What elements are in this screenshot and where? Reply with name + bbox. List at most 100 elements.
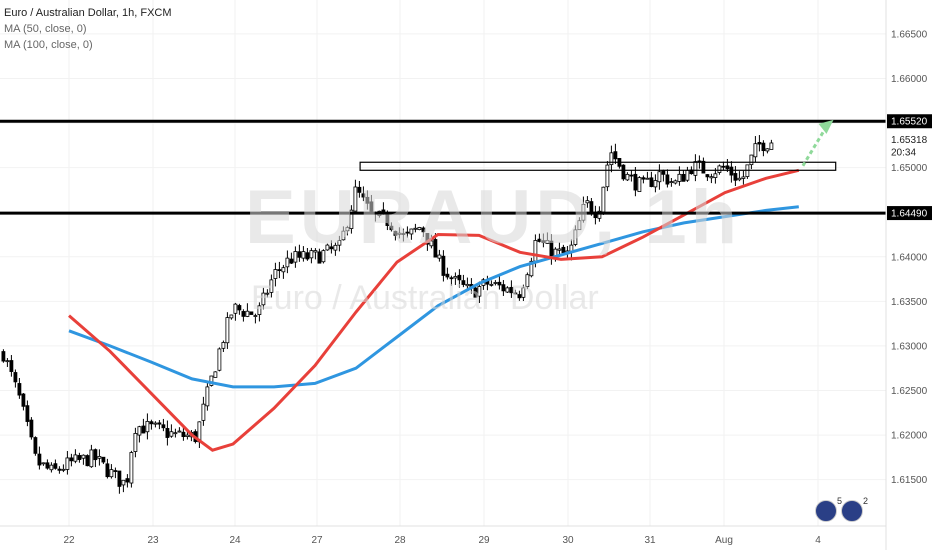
chart-legend: Euro / Australian Dollar, 1h, FXCM MA (5… [4, 5, 172, 53]
candle-body [597, 210, 602, 219]
candle-body [265, 292, 270, 295]
candle-body [409, 228, 414, 235]
candle-body [349, 209, 354, 229]
candle-body [517, 294, 522, 299]
candle-body [301, 251, 306, 259]
legend-ma50[interactable]: MA (50, close, 0) [4, 23, 87, 35]
y-tick-label: 1.66500 [891, 29, 928, 40]
candle-body [573, 229, 578, 245]
candle-body [245, 310, 250, 317]
candle-body [77, 455, 82, 460]
candle-body [289, 258, 294, 264]
candle-body [237, 305, 242, 311]
candle-body [57, 468, 62, 471]
ma-layer [68, 168, 800, 452]
candle-body [221, 342, 226, 349]
event-badge-count: 5 [836, 496, 842, 506]
candle-body [473, 287, 478, 298]
resistance-price-label-bg [887, 114, 932, 129]
candle-body [437, 254, 442, 259]
projection-arrow [801, 124, 829, 167]
grid-layer [0, 0, 886, 526]
candle-body [497, 281, 502, 286]
candle-body [257, 305, 262, 315]
candle-body [89, 449, 94, 468]
level-layer [0, 119, 886, 215]
candle-body [653, 180, 658, 188]
candle-body [81, 454, 86, 459]
candle-body [453, 276, 458, 279]
candle-body [225, 317, 230, 344]
candle-body [333, 244, 338, 251]
y-tick-label: 1.61500 [891, 475, 928, 486]
candle-body [741, 176, 746, 179]
candle-body [113, 470, 118, 472]
candle-body [153, 422, 158, 425]
candle-body [645, 177, 650, 180]
candle-body [637, 177, 642, 192]
candle-body [385, 213, 390, 226]
candle-body [605, 164, 610, 188]
event-badge-au[interactable]: 5 [815, 496, 842, 522]
candle-body [229, 314, 234, 319]
candle-body [241, 311, 246, 317]
candle-body [293, 251, 298, 263]
candle-body [661, 170, 666, 175]
candle-body [121, 479, 126, 486]
current-price-label: 1.65318 [891, 135, 928, 146]
candle-body [433, 239, 438, 258]
candle-body [85, 455, 90, 467]
candle-body [329, 246, 334, 250]
candle-body [45, 462, 50, 469]
candle-body [449, 277, 454, 280]
x-tick-label: 24 [229, 535, 241, 546]
candle-body [585, 200, 590, 204]
candle-body [65, 457, 70, 470]
candle-body [393, 230, 398, 236]
candle-body [693, 161, 698, 176]
event-badge-eu[interactable]: 2 [841, 496, 868, 522]
ma50-line [68, 168, 800, 452]
candle-body [165, 428, 170, 438]
candle-body [669, 181, 674, 184]
candle-body [285, 257, 290, 268]
candle-body [733, 173, 738, 181]
candle-body [145, 420, 150, 433]
x-tick-label: Aug [715, 535, 733, 546]
candle-body [29, 419, 34, 438]
resistance-price-label: 1.65520 [891, 117, 928, 128]
y-tick-label: 1.62000 [891, 431, 928, 442]
legend-ma100[interactable]: MA (100, close, 0) [4, 39, 93, 51]
candle-body [677, 173, 682, 182]
candle-body [405, 231, 410, 234]
candle-body [5, 360, 10, 363]
candle-body [1, 351, 6, 362]
legend-title[interactable]: Euro / Australian Dollar, 1h, FXCM [4, 7, 172, 19]
candle-body [177, 430, 182, 433]
candle-body [513, 292, 518, 295]
candle-body [493, 282, 498, 284]
candle-body [501, 284, 506, 292]
candle-body [737, 177, 742, 181]
candle-body [273, 269, 278, 279]
x-tick-label: 30 [562, 535, 574, 546]
candle-body [209, 375, 214, 386]
candle-body [117, 470, 122, 487]
candle-body [757, 141, 762, 145]
candle-body [717, 165, 722, 173]
candle-body [181, 431, 186, 437]
candle-body [317, 251, 322, 264]
candle-body [425, 233, 430, 245]
candle-body [213, 371, 218, 378]
candle-body [421, 227, 426, 233]
candle-body [765, 148, 770, 152]
candle-body [445, 273, 450, 278]
candle-body [341, 230, 346, 241]
candle-body [429, 240, 434, 247]
y-tick-label: 1.65000 [891, 163, 928, 174]
x-tick-label: 4 [815, 535, 821, 546]
candle-body [369, 201, 374, 212]
candle-body [305, 252, 310, 260]
